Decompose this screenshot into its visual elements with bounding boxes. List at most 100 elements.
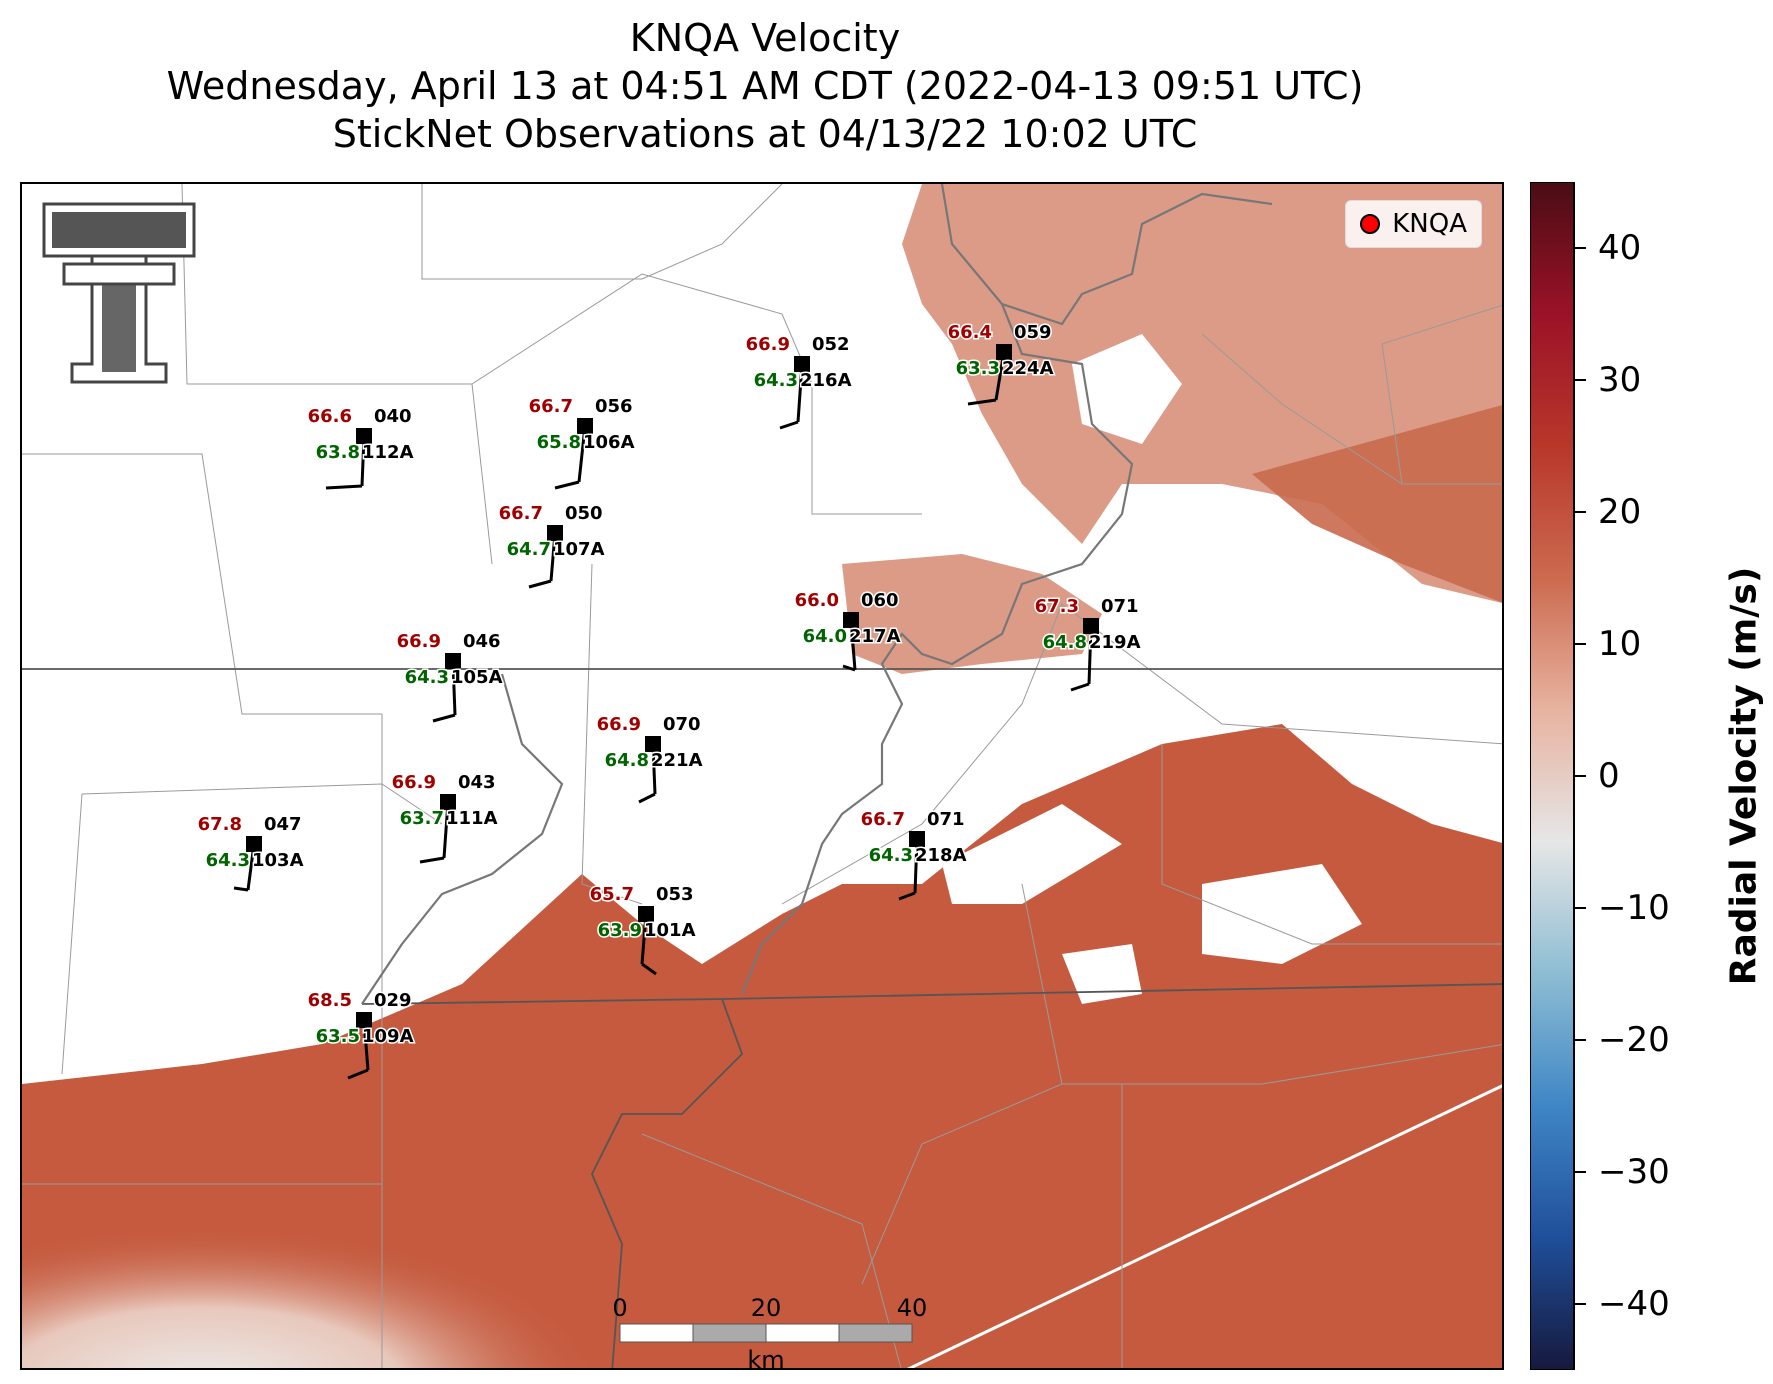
station-number: 071 [927,809,965,830]
station-111A: 66.9 043 63.7 111A [390,771,499,864]
station-temperature: 68.5 [308,990,352,1011]
station-temperature: 67.8 [198,814,242,835]
stations-layer: 66.6 040 63.8 112A 66.7 056 65.8 106A 66.9 052 64.… [196,321,1142,1080]
station-dewpoint: 64.0 [803,626,847,647]
station-number: 053 [656,884,694,905]
station-temperature: 66.7 [499,503,543,524]
velocity-echoes [22,184,1502,1368]
county-lines [22,184,1502,1368]
county-line [1062,1044,1502,1085]
station-dewpoint: 63.3 [956,358,1000,379]
station-dewpoint: 63.9 [598,920,642,941]
legend-label: KNQA [1392,209,1467,239]
scale-segment [619,1323,694,1343]
station-dewpoint: 64.7 [507,539,551,560]
wind-barb-flag [779,420,799,430]
station-number: 029 [374,990,412,1011]
county-line [1381,304,1502,485]
wind-barb-flag [347,1068,369,1080]
wind-barb-flag [528,579,552,589]
station-id: 109A [362,1026,414,1047]
logo-mid-bar [62,262,176,286]
wind-barb-staff [362,1019,370,1071]
county-line [1201,333,1403,485]
logo-top-inner [52,212,186,248]
station-id: 106A [583,432,635,453]
station-id: 111A [446,808,498,829]
station-id: 101A [644,920,696,941]
station-number: 059 [1014,322,1052,343]
station-marker [440,794,456,810]
texas-tech-logo [42,202,196,384]
station-marker [843,612,859,628]
colorbar-tick-label: −10 [1598,888,1670,928]
station-number: 046 [463,631,501,652]
wind-barb-flag [325,484,363,490]
river [361,184,1273,1005]
station-id: 219A [1089,632,1141,653]
colorbar-tick-label: 40 [1598,228,1642,268]
scale-segment [765,1323,840,1343]
station-marker [996,344,1012,360]
station-218A: 66.7 071 64.3 218A [859,808,968,901]
scale-bar: 0 20 40 km [612,1294,928,1368]
scale-tick-40: 40 [897,1294,928,1322]
wind-barb-staff [451,660,457,716]
station-marker [909,831,925,847]
station-marker [547,525,563,541]
station-number: 043 [458,772,496,793]
station-224A: 66.4 059 63.3 224A [946,321,1055,406]
state-line [591,998,744,1368]
wind-barb-flag [419,856,445,864]
county-line [81,783,443,825]
river-line [740,303,1134,995]
station-id: 216A [800,370,852,391]
legend: KNQA [1345,200,1482,248]
county-line [181,184,493,565]
station-temperature: 66.7 [861,809,905,830]
station-number: 060 [861,590,899,611]
echo-fade [22,1004,922,1368]
station-112A: 66.6 040 63.8 112A [306,405,415,490]
county-line [781,603,1063,905]
station-221A: 66.9 070 64.8 221A [595,713,704,804]
radar-map: 66.6 040 63.8 112A 66.7 056 65.8 106A 66.9 052 64.… [20,182,1504,1370]
wind-barb-flag [233,886,249,892]
wind-barb-staff [360,435,366,487]
scale-segment [692,1323,767,1343]
colorbar-tick-label: −20 [1598,1020,1670,1060]
wind-barb-staff [577,425,587,483]
station-temperature: 66.7 [529,396,573,417]
echo-east [1252,405,1502,603]
colorbar-gradient [1530,182,1575,1370]
wind-barb-staff [651,743,657,795]
station-id: 217A [849,626,901,647]
river-line [361,673,564,1005]
title-line-2: Wednesday, April 13 at 04:51 AM CDT (202… [166,64,1364,108]
station-temperature: 66.0 [795,590,839,611]
scale-segment [838,1323,913,1343]
wind-barb-flag [1070,682,1090,692]
station-id: 218A [915,845,967,866]
county-line [581,563,643,905]
station-109A: 68.5 029 63.5 109A [306,989,415,1080]
county-line [1161,744,1502,945]
colorbar-canvas [1530,182,1586,1370]
station-marker [645,736,661,752]
station-id: 105A [451,667,503,688]
title-line-1: KNQA Velocity [629,16,901,60]
wind-barb-flag [967,398,997,406]
colorbar-tick-label: −30 [1598,1152,1670,1192]
river-line [940,184,1273,326]
wind-barb-staff [442,801,450,859]
station-dewpoint: 65.8 [537,432,581,453]
station-217A: 66.0 060 64.0 217A [793,589,902,672]
colorbar-tick-label: 10 [1598,624,1642,664]
station-marker [577,418,593,434]
wind-barb-flag [638,792,656,804]
station-marker [638,906,654,922]
county-line [22,453,382,715]
station-temperature: 65.7 [590,884,634,905]
station-temperature: 66.9 [392,772,436,793]
